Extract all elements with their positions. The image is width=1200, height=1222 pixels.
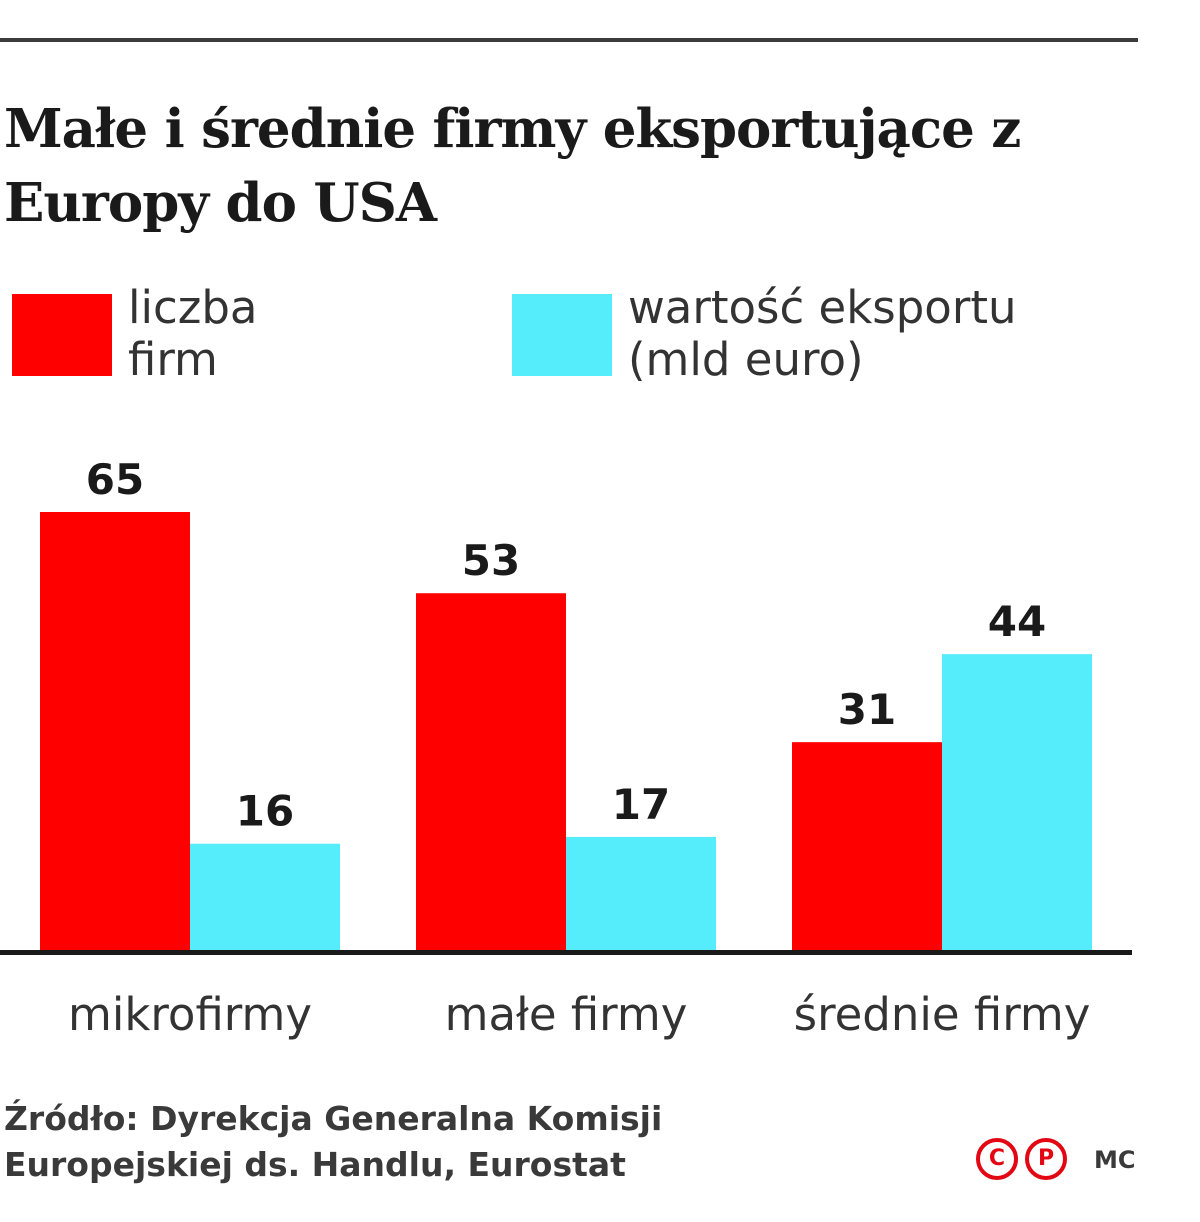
data-label-count-0: 65: [86, 455, 144, 504]
copyright-p-icon: P: [1025, 1138, 1068, 1180]
legend-label-count: liczba firm: [128, 281, 258, 386]
category-label-2: średnie firmy: [794, 988, 1091, 1041]
copyright-badges: C P: [976, 1138, 1069, 1182]
legend-swatch-value: [512, 294, 612, 376]
bar-value-0: [190, 843, 340, 952]
data-label-count-1: 53: [462, 536, 520, 585]
chart-title: Małe i średnie firmy eksportujące z Euro…: [4, 98, 1021, 234]
bar-count-0: [40, 512, 190, 952]
copyright-c-icon: C: [976, 1138, 1018, 1180]
legend-item-count: liczba firm: [12, 282, 432, 386]
bar-count-2: [792, 742, 942, 952]
category-label-1: małe firmy: [445, 988, 688, 1041]
category-label-0: mikrofirmy: [68, 988, 312, 1041]
legend-label-value: wartość eksportu (mld euro): [628, 281, 1017, 386]
bar-value-2: [942, 654, 1092, 952]
data-label-value-2: 44: [988, 597, 1046, 646]
bar-count-1: [416, 593, 566, 952]
author-initials: MC: [1094, 1146, 1136, 1174]
legend-swatch-count: [12, 294, 112, 376]
bar-value-1: [566, 836, 716, 952]
data-label-value-0: 16: [236, 787, 294, 836]
source-note: Źródło: Dyrekcja Generalna Komisji Europ…: [4, 1099, 663, 1184]
bar-chart: 65 16 mikrofirmy 53 17 małe firmy 31 44 średnie …: [0, 455, 1132, 1041]
data-label-count-2: 31: [838, 685, 896, 734]
top-rule: [0, 38, 1138, 42]
data-label-value-1: 17: [612, 780, 670, 829]
legend-item-value: wartość eksportu (mld euro): [512, 282, 1152, 386]
x-axis-line: [0, 950, 1132, 955]
